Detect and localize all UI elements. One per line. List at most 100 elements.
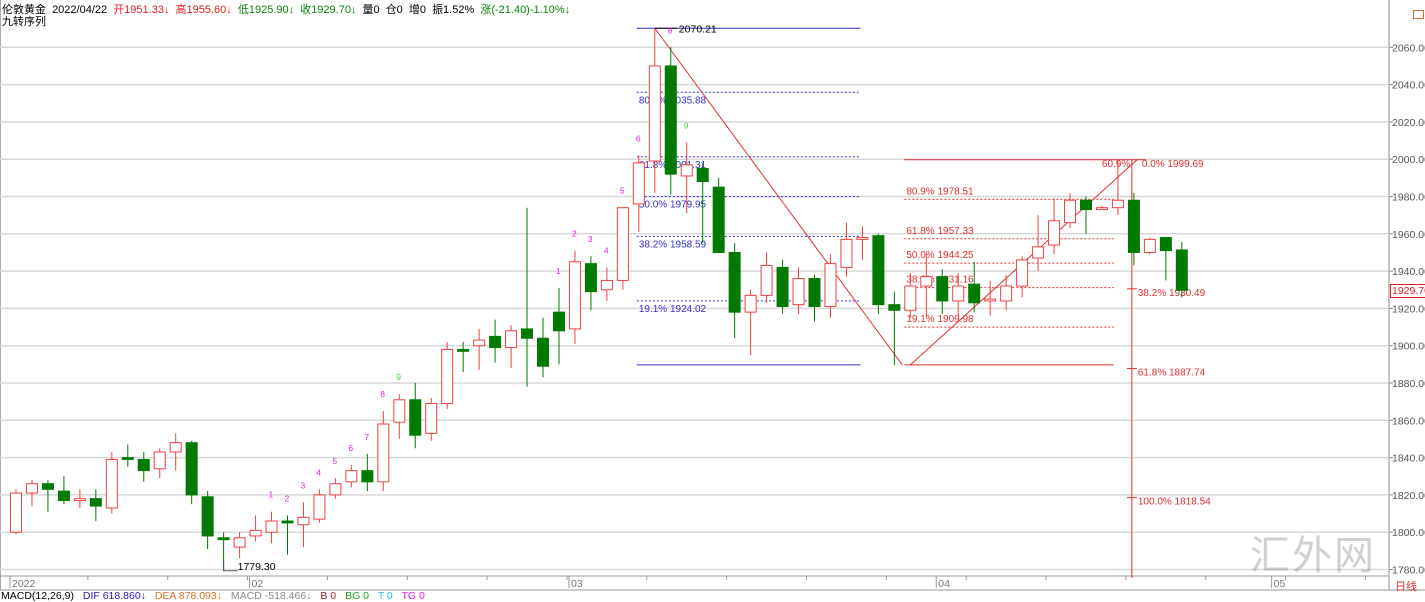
candle-up (313, 494, 326, 520)
candle-down (537, 337, 550, 367)
candle-down (1127, 199, 1140, 253)
price-tick-label: 1840.00 (1392, 453, 1425, 465)
candle-down (936, 276, 949, 302)
td-count: 8 (668, 25, 673, 35)
price-tick-label: 2020.00 (1392, 117, 1425, 129)
volume: 量0 (362, 4, 380, 16)
td-count: 9 (684, 120, 689, 130)
high-price: 高1955.60↓ (175, 4, 232, 16)
candle-up (920, 276, 933, 287)
candle-up (1064, 199, 1077, 224)
window-toggle-icon[interactable] (1413, 10, 1424, 19)
candle-up (904, 285, 917, 311)
price-tick-label: 2000.00 (1392, 154, 1425, 166)
candle-down (217, 537, 230, 541)
macd-b: B 0 (320, 590, 337, 602)
trend-line (654, 27, 903, 366)
td-count: 5 (332, 456, 337, 466)
low-price: 低1925.90↓ (237, 4, 295, 16)
candle-down (521, 328, 534, 339)
candle-up (265, 520, 278, 533)
fib-red-label: 61.8% 1957.33 (906, 226, 974, 237)
fib-red-top-label: 60.9% (1102, 159, 1130, 170)
price-tick-label: 1820.00 (1392, 490, 1425, 502)
td-count: 9 (396, 372, 401, 382)
month-label: 02 (252, 578, 264, 590)
macd-legend: MACD(12,26,9) DIF 618.860↓ DEA 878.093↓ … (1, 590, 431, 602)
candle-up (856, 237, 869, 240)
candle-up (10, 492, 22, 533)
candle-down (457, 348, 470, 352)
td-count: 5 (620, 186, 625, 196)
candle-down (137, 458, 150, 472)
quote-header: 伦敦黄金 2022/04/22 开1951.33↓ 高1955.60↓ 低192… (2, 1, 573, 17)
candle-up (1143, 238, 1156, 253)
candle-up (840, 238, 853, 268)
candle-down (281, 520, 294, 524)
month-label: 2022 (12, 578, 36, 590)
price-tick-label: 1920.00 (1392, 303, 1425, 315)
fib-extension-label: 100.0% 1818.54 (1138, 497, 1211, 508)
candle-up (329, 483, 342, 496)
candle-up (1095, 207, 1108, 211)
period-selector[interactable]: 日线 (1395, 581, 1417, 593)
price-tick-label: 1980.00 (1392, 192, 1425, 204)
fib-extension-zero-label: 0.0% 1999.69 (1142, 159, 1204, 170)
watermark: 汇外网 (1250, 533, 1376, 579)
indicator-name: 九转序列 (2, 16, 46, 28)
candle-down (409, 399, 422, 436)
td-count: 1 (556, 266, 561, 276)
candle-up (345, 470, 358, 483)
candle-up (1016, 259, 1029, 287)
candle-up (425, 403, 438, 434)
candle-up (1111, 199, 1124, 209)
price-tick-label: 1940.00 (1392, 266, 1425, 278)
open-price: 开1951.33↓ (113, 4, 170, 16)
candle-down (185, 442, 198, 496)
open-interest: 仓0 (385, 4, 403, 16)
month-label: 05 (1274, 578, 1286, 590)
td-count: 8 (380, 389, 385, 399)
low-label: 1779.30 (238, 561, 276, 573)
symbol-name: 伦敦黄金 (2, 4, 46, 16)
candle-down (888, 304, 901, 311)
candle-up (680, 164, 693, 177)
td-count: 6 (636, 133, 641, 143)
td-count: 3 (300, 480, 305, 490)
candle-up (153, 451, 166, 470)
candle-up (760, 265, 773, 296)
candle-up (393, 399, 406, 423)
current-price-label: 1929.70 (1390, 284, 1425, 298)
candle-up (648, 65, 661, 162)
td-count: 3 (588, 234, 593, 244)
fib-extension-label: 61.8% 1887.74 (1138, 368, 1206, 379)
price-tick-label: 1880.00 (1392, 378, 1425, 390)
macd-value: MACD -518.466↓ (230, 590, 312, 602)
macd-bg: BG 0 (345, 590, 369, 602)
change: 涨(-21.40)-1.10%↓ (480, 4, 571, 16)
macd-name: MACD(12,26,9) (1, 590, 74, 602)
candle-up (25, 483, 38, 494)
candle-up (1000, 285, 1013, 302)
candle-down (776, 266, 789, 308)
month-label: 04 (938, 578, 950, 590)
candle-up (952, 285, 965, 302)
candle-up (473, 339, 486, 347)
candle-up (632, 162, 645, 205)
td-count: 2 (284, 493, 289, 503)
candle-down (121, 457, 134, 460)
td-count: 7 (364, 432, 369, 442)
fib-red-label: 19.1% 1909.98 (906, 314, 974, 325)
candle-down (552, 311, 565, 332)
candle-down (728, 251, 741, 313)
low-marker (223, 562, 238, 572)
fib-red-label: 80.9% 1978.51 (906, 186, 974, 197)
macd-tg: TG 0 (401, 590, 425, 602)
candle-up (600, 279, 613, 291)
candle-down (489, 335, 502, 349)
candle-down (89, 498, 102, 507)
candle-down (808, 278, 821, 308)
candle-up (169, 442, 182, 453)
price-tick-label: 1860.00 (1392, 415, 1425, 427)
